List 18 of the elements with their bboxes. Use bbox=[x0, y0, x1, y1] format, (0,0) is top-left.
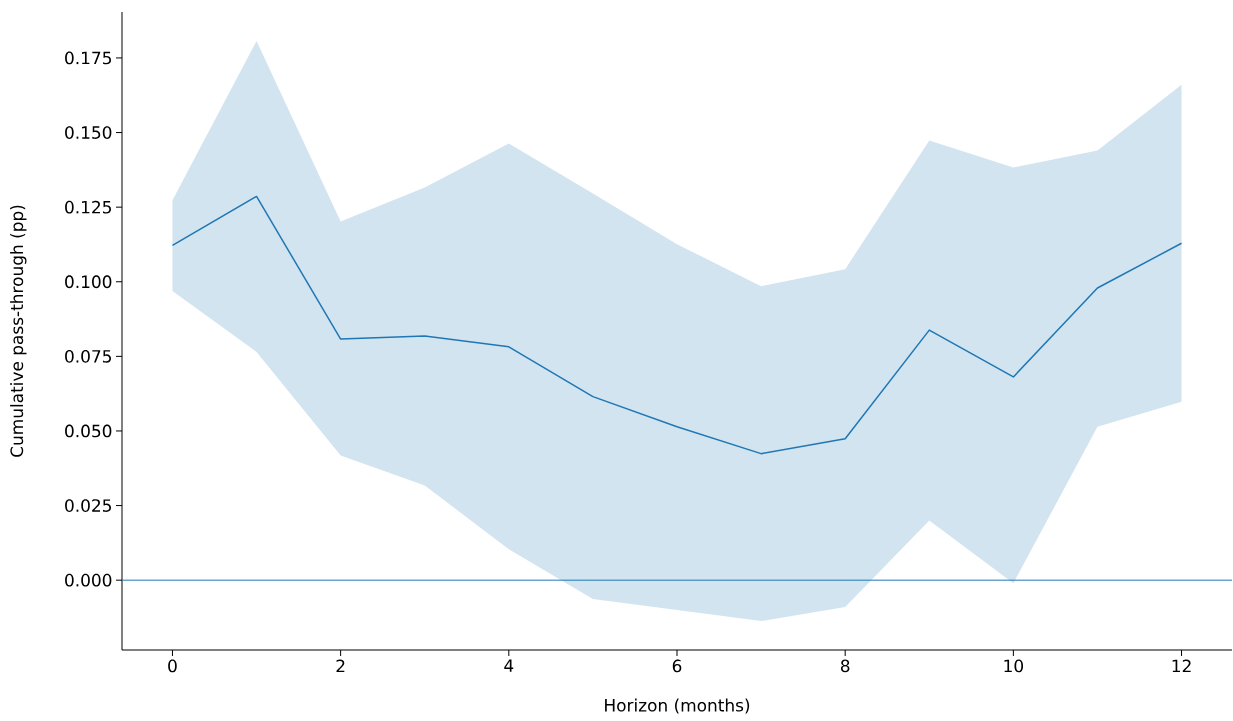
x-tick-label: 12 bbox=[1172, 659, 1191, 673]
x-tick-label: 8 bbox=[840, 659, 850, 673]
x-tick-label: 0 bbox=[168, 659, 177, 673]
y-axis-title: Cumulative pass-through (pp) bbox=[10, 205, 27, 457]
y-tick-label: 0.100 bbox=[65, 275, 112, 289]
x-tick-label: 2 bbox=[336, 659, 345, 673]
x-tick-label: 4 bbox=[504, 659, 514, 672]
y-tick-label: 0.000 bbox=[65, 573, 112, 587]
x-tick-label: 10 bbox=[1004, 659, 1024, 673]
line-series bbox=[171, 195, 1183, 455]
y-tick-label: 0.025 bbox=[65, 499, 111, 512]
x-axis-title: Horizon (months) bbox=[605, 698, 750, 714]
y-tick-label: 0.150 bbox=[65, 126, 112, 139]
y-tick-label: 0.050 bbox=[65, 424, 112, 438]
x-tick-label: 6 bbox=[672, 659, 682, 673]
y-tick-label: 0.175 bbox=[65, 51, 111, 65]
y-tick-label: 0.075 bbox=[65, 349, 111, 363]
y-tick-label: 0.125 bbox=[65, 200, 111, 214]
